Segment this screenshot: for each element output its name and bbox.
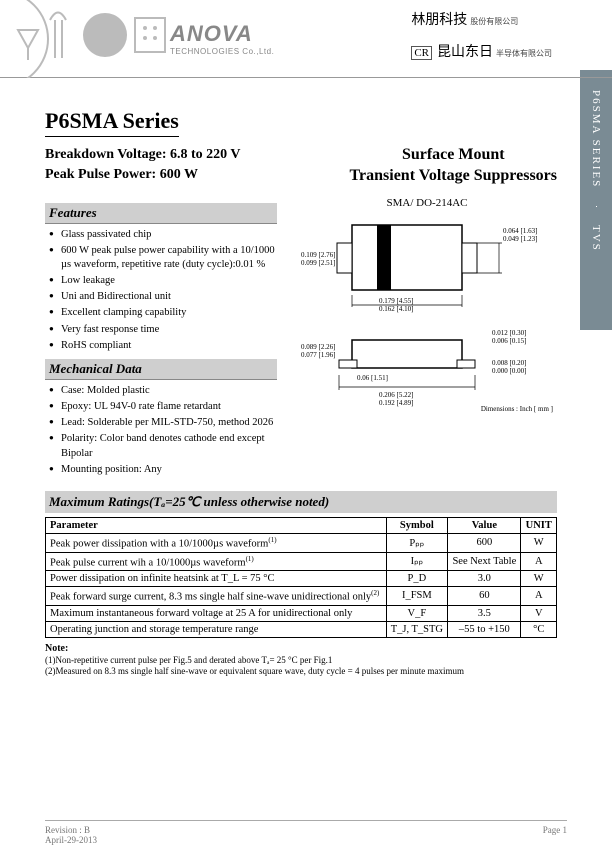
logo-text: ANOVA [170, 21, 274, 47]
cjk-prefix: CR [411, 46, 432, 60]
svg-text:0.008 [0.20]: 0.008 [0.20] [492, 359, 526, 367]
table-row: Peak pulse current wih a 10/1000µs wavef… [46, 552, 557, 571]
svg-text:0.206 [5.22]: 0.206 [5.22] [379, 391, 413, 399]
logo-subtitle: TECHNOLOGIES Co.,Ltd. [170, 47, 274, 56]
svg-text:0.179 [4.55]: 0.179 [4.55] [379, 297, 413, 305]
table-row: Operating junction and storage temperatu… [46, 621, 557, 637]
mechdata-item: Case: Molded plastic [49, 384, 277, 398]
company-names-cjk: 林朋科技 股份有限公司 CR 昆山东日 半导体有限公司 [411, 10, 552, 65]
svg-text:0.109 [2.76]: 0.109 [2.76] [301, 251, 335, 259]
mechdata-item: Polarity: Color band denotes cathode end… [49, 432, 277, 460]
ratings-col-header: Symbol [386, 518, 448, 534]
note-line: (1)Non-repetitive current pulse per Fig.… [45, 655, 557, 667]
mechdata-item: Mounting position: Any [49, 463, 277, 477]
svg-text:0.06 [1.51]: 0.06 [1.51] [357, 374, 388, 382]
page-title: P6SMA Series [45, 108, 179, 137]
mechdata-item: Lead: Solderable per MIL-STD-750, method… [49, 416, 277, 430]
feature-item: Low leakage [49, 274, 277, 288]
cjk-company-1-suffix: 股份有限公司 [470, 17, 518, 26]
ratings-col-header: Parameter [46, 518, 387, 534]
svg-text:0.192 [4.89]: 0.192 [4.89] [379, 399, 413, 407]
ratings-col-header: Value [448, 518, 521, 534]
note-line: (2)Measured on 8.3 ms single half sine-w… [45, 666, 557, 678]
mechdata-item: Epoxy: UL 94V-0 rate flame retardant [49, 400, 277, 414]
notes-list: (1)Non-repetitive current pulse per Fig.… [45, 655, 557, 678]
side-tab: P6SMA SERIES TVS [580, 70, 612, 330]
feature-item: Excellent clamping capability [49, 306, 277, 320]
table-row: Peak forward surge current, 8.3 ms singl… [46, 587, 557, 606]
mechdata-list: Case: Molded plastic Epoxy: UL 94V-0 rate… [45, 384, 277, 477]
svg-text:0.064 [1.63]: 0.064 [1.63] [503, 227, 537, 235]
svg-text:0.012 [0.30]: 0.012 [0.30] [492, 329, 526, 337]
content-area: P6SMA Series Breakdown Voltage: 6.8 to 2… [0, 78, 612, 678]
svg-text:0.000 [0.00]: 0.000 [0.00] [492, 367, 526, 375]
cjk-company-2: 昆山东日 [437, 45, 493, 60]
features-list: Glass passivated chip 600 W peak pulse po… [45, 228, 277, 353]
cjk-company-1: 林朋科技 [411, 13, 467, 28]
ratings-col-header: UNIT [521, 518, 557, 534]
page-header: ANOVA TECHNOLOGIES Co.,Ltd. 林朋科技 股份有限公司 … [0, 0, 612, 78]
dimensions-caption: Dimensions : Inch [ mm ] [481, 405, 553, 413]
side-tab-series: P6SMA SERIES [590, 90, 602, 188]
cjk-company-2-suffix: 半导体有限公司 [496, 49, 552, 58]
revision-label: Revision : B [45, 825, 90, 835]
side-tab-category: TVS [590, 225, 602, 252]
ratings-heading: Maximum Ratings(Tₐ=25℃ unless otherwise … [45, 491, 557, 513]
svg-text:0.077 [1.96]: 0.077 [1.96] [301, 351, 335, 359]
table-row: Maximum instantaneous forward voltage at… [46, 605, 557, 621]
mechdata-heading: Mechanical Data [45, 359, 277, 380]
table-row: Peak power dissipation with a 10/1000µs … [46, 534, 557, 553]
revision-date: April-29-2013 [45, 835, 97, 845]
table-row: Power dissipation on infinite heatsink a… [46, 571, 557, 587]
page-number: Page 1 [543, 825, 567, 845]
page-footer: Revision : B April-29-2013 Page 1 [45, 820, 567, 845]
product-heading: Surface Mount Transient Voltage Suppress… [350, 145, 557, 187]
logo: ANOVA TECHNOLOGIES Co.,Ltd. [170, 21, 274, 56]
ratings-table: ParameterSymbolValueUNIT Peak power diss… [45, 517, 557, 638]
header-deco-icon [0, 0, 180, 78]
spec-summary: Breakdown Voltage: 6.8 to 220 V Peak Pul… [45, 145, 241, 187]
features-heading: Features [45, 203, 277, 224]
feature-item: 600 W peak pulse power capability with a… [49, 244, 277, 272]
peak-pulse-power: Peak Pulse Power: 600 W [45, 165, 241, 185]
feature-item: RoHS compliant [49, 339, 277, 353]
package-label: SMA/ DO-214AC [297, 197, 557, 209]
feature-item: Uni and Bidirectional unit [49, 290, 277, 304]
svg-text:0.099 [2.51]: 0.099 [2.51] [301, 259, 335, 267]
svg-text:0.006 [0.15]: 0.006 [0.15] [492, 337, 526, 345]
package-diagram: 0.064 [1.63] 0.049 [1.23] 0.109 [2.76] 0… [297, 215, 557, 415]
feature-item: Glass passivated chip [49, 228, 277, 242]
note-heading: Note: [45, 642, 557, 655]
feature-item: Very fast response time [49, 323, 277, 337]
svg-text:0.089 [2.26]: 0.089 [2.26] [301, 343, 335, 351]
svg-text:0.162 [4.10]: 0.162 [4.10] [379, 305, 413, 313]
svg-text:0.049 [1.23]: 0.049 [1.23] [503, 235, 537, 243]
breakdown-voltage: Breakdown Voltage: 6.8 to 220 V [45, 145, 241, 165]
